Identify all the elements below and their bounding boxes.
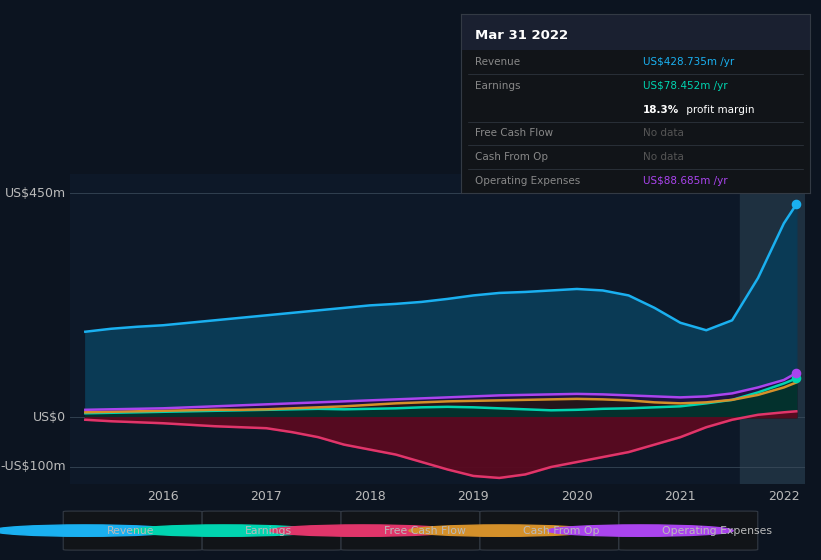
Text: US$428.735m /yr: US$428.735m /yr <box>643 57 734 67</box>
Text: Earnings: Earnings <box>475 81 521 91</box>
FancyBboxPatch shape <box>202 511 341 550</box>
Text: Free Cash Flow: Free Cash Flow <box>475 128 553 138</box>
Point <box>790 374 803 383</box>
Text: US$0: US$0 <box>33 411 67 424</box>
Text: Cash From Op: Cash From Op <box>523 526 599 535</box>
Bar <box>741 174 805 484</box>
FancyBboxPatch shape <box>480 511 619 550</box>
Text: Revenue: Revenue <box>107 526 154 535</box>
Text: US$450m: US$450m <box>5 187 67 200</box>
Circle shape <box>548 525 733 536</box>
Text: Operating Expenses: Operating Expenses <box>662 526 772 535</box>
Text: US$78.452m /yr: US$78.452m /yr <box>643 81 727 91</box>
FancyBboxPatch shape <box>619 511 758 550</box>
Text: Earnings: Earnings <box>245 526 292 535</box>
Text: Free Cash Flow: Free Cash Flow <box>384 526 466 535</box>
Text: Operating Expenses: Operating Expenses <box>475 176 580 186</box>
Bar <box>461 14 810 50</box>
Text: No data: No data <box>643 152 684 162</box>
FancyBboxPatch shape <box>341 511 480 550</box>
Circle shape <box>270 525 456 536</box>
Text: No data: No data <box>643 128 684 138</box>
Text: profit margin: profit margin <box>683 105 754 115</box>
Point <box>790 368 803 377</box>
FancyBboxPatch shape <box>63 511 202 550</box>
Text: Mar 31 2022: Mar 31 2022 <box>475 29 568 42</box>
Circle shape <box>409 525 594 536</box>
Text: Cash From Op: Cash From Op <box>475 152 548 162</box>
Text: 18.3%: 18.3% <box>643 105 679 115</box>
Text: US$88.685m /yr: US$88.685m /yr <box>643 176 727 186</box>
Circle shape <box>131 525 316 536</box>
Text: -US$100m: -US$100m <box>1 460 67 474</box>
Text: Revenue: Revenue <box>475 57 521 67</box>
Point <box>790 200 803 209</box>
Circle shape <box>0 525 177 536</box>
